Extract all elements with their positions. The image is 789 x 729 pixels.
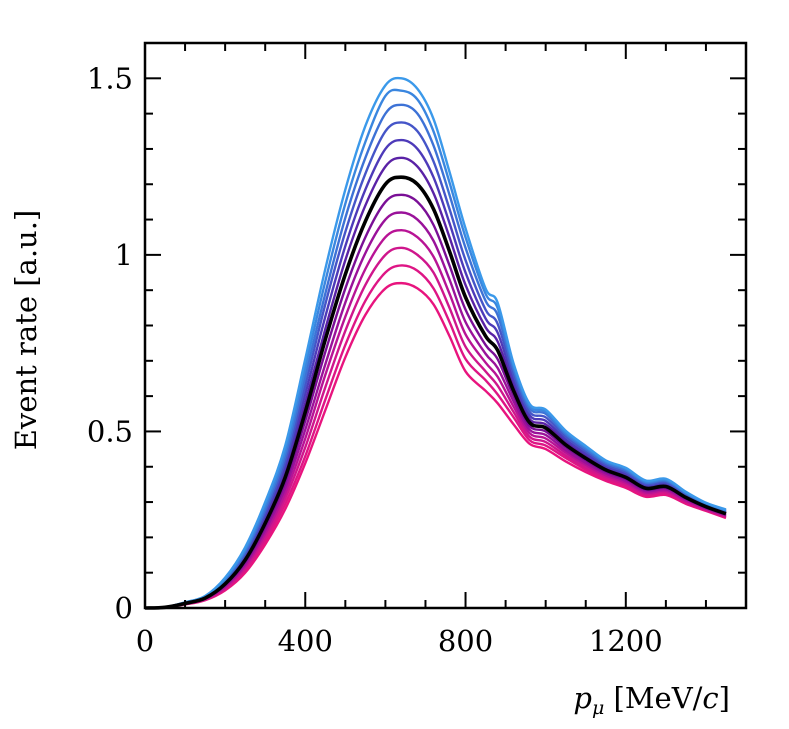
x-axis-title: pμ [MeV/c]: [573, 681, 730, 719]
plot-frame: [143, 41, 748, 610]
y-tick-label: 1: [115, 238, 133, 272]
series-layer: [144, 76, 727, 610]
x-tick-label: 800: [438, 624, 493, 658]
x-tick-label: 1200: [589, 624, 663, 658]
y-tick-label: 0.5: [87, 414, 133, 448]
series-line-nominal: [144, 175, 727, 610]
series-line-curve-2: [144, 264, 727, 610]
label-layer: 0 400 800 1200 0 0.5 1 1.5: [87, 61, 663, 658]
series-line-curve-5: [144, 211, 727, 610]
x-tick-label: 0: [136, 624, 154, 658]
y-axis-title: Event rate [a.u.]: [9, 210, 43, 450]
series-line-curve-1: [144, 281, 727, 610]
series-line-curve-13: [144, 76, 727, 610]
y-tick-label: 0: [115, 591, 133, 625]
series-line-curve-3: [144, 246, 727, 610]
x-tick-label: 400: [278, 624, 333, 658]
series-line-curve-4: [144, 228, 727, 610]
y-tick-label: 1.5: [87, 61, 133, 95]
